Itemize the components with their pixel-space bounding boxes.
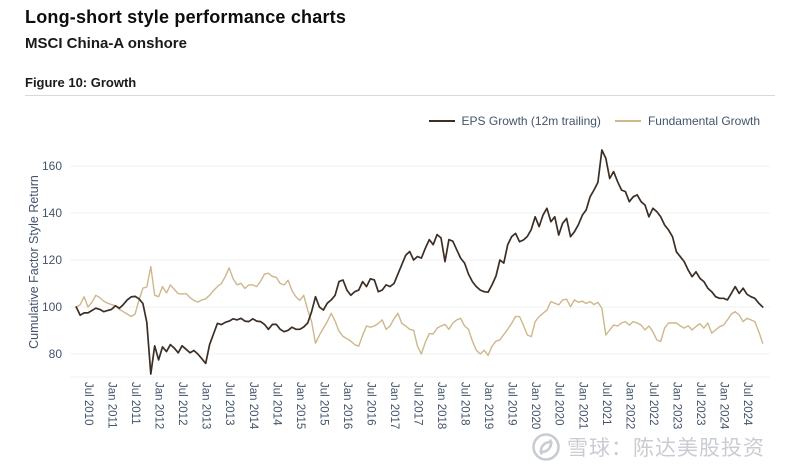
svg-text:Jan 2021: Jan 2021 (576, 382, 588, 429)
svg-text:Jul 2013: Jul 2013 (223, 382, 235, 425)
page-subtitle: MSCI China-A onshore (25, 35, 187, 52)
svg-text:Jan 2020: Jan 2020 (529, 382, 541, 429)
legend-label: Fundamental Growth (647, 114, 760, 128)
svg-text:Jul 2017: Jul 2017 (412, 382, 424, 425)
svg-text:Jul 2012: Jul 2012 (176, 382, 188, 425)
svg-text:Jan 2013: Jan 2013 (200, 382, 212, 429)
svg-text:Jan 2011: Jan 2011 (106, 382, 118, 428)
svg-text:Jan 2012: Jan 2012 (153, 382, 165, 429)
legend-item-eps-growth: EPS Growth (12m trailing) (428, 114, 601, 128)
svg-text:Jan 2018: Jan 2018 (435, 382, 447, 429)
svg-text:120: 120 (42, 253, 62, 267)
svg-text:Jan 2023: Jan 2023 (670, 382, 682, 429)
svg-text:Jan 2017: Jan 2017 (388, 382, 400, 429)
svg-text:Jul 2015: Jul 2015 (317, 382, 329, 425)
xueqiu-snowball-logo-icon (532, 433, 560, 461)
svg-text:Jul 2010: Jul 2010 (82, 382, 94, 425)
svg-text:Jul 2024: Jul 2024 (741, 382, 753, 426)
svg-text:Jul 2018: Jul 2018 (459, 382, 471, 425)
svg-text:Jul 2023: Jul 2023 (694, 382, 706, 425)
svg-text:140: 140 (42, 206, 62, 220)
svg-text:Jul 2021: Jul 2021 (600, 382, 612, 425)
figure-caption: Figure 10: Growth (25, 75, 137, 90)
svg-text:Jan 2016: Jan 2016 (341, 382, 353, 429)
svg-text:Jul 2014: Jul 2014 (270, 382, 282, 426)
svg-text:Jan 2014: Jan 2014 (247, 382, 259, 430)
watermark-text: 雪球：陈达美股投资 (567, 437, 765, 460)
svg-text:100: 100 (42, 300, 62, 314)
watermark: 雪球：陈达美股投资 (531, 432, 765, 462)
svg-text:160: 160 (42, 159, 62, 173)
svg-text:Jan 2015: Jan 2015 (294, 382, 306, 429)
eps-line-swatch-icon (428, 120, 455, 122)
fundamental-line-swatch-icon (614, 120, 641, 122)
svg-text:Jul 2022: Jul 2022 (647, 382, 659, 425)
svg-text:Jan 2024: Jan 2024 (717, 382, 729, 430)
svg-text:Jan 2019: Jan 2019 (482, 382, 494, 429)
svg-text:Jul 2019: Jul 2019 (506, 382, 518, 425)
legend-item-fundamental-growth: Fundamental Growth (614, 114, 760, 128)
svg-text:Jul 2020: Jul 2020 (553, 382, 565, 425)
svg-text:80: 80 (49, 347, 63, 361)
svg-text:Jan 2022: Jan 2022 (623, 382, 635, 429)
svg-text:Cumulative Factor Style Return: Cumulative Factor Style Return (27, 175, 41, 349)
page-title: Long-short style performance charts (25, 7, 347, 27)
svg-text:Jul 2016: Jul 2016 (364, 382, 376, 425)
divider-rule (25, 95, 775, 96)
legend-label: EPS Growth (12m trailing) (461, 114, 601, 128)
chart-legend: EPS Growth (12m trailing) Fundamental Gr… (428, 114, 760, 128)
svg-text:Jul 2011: Jul 2011 (129, 382, 141, 425)
